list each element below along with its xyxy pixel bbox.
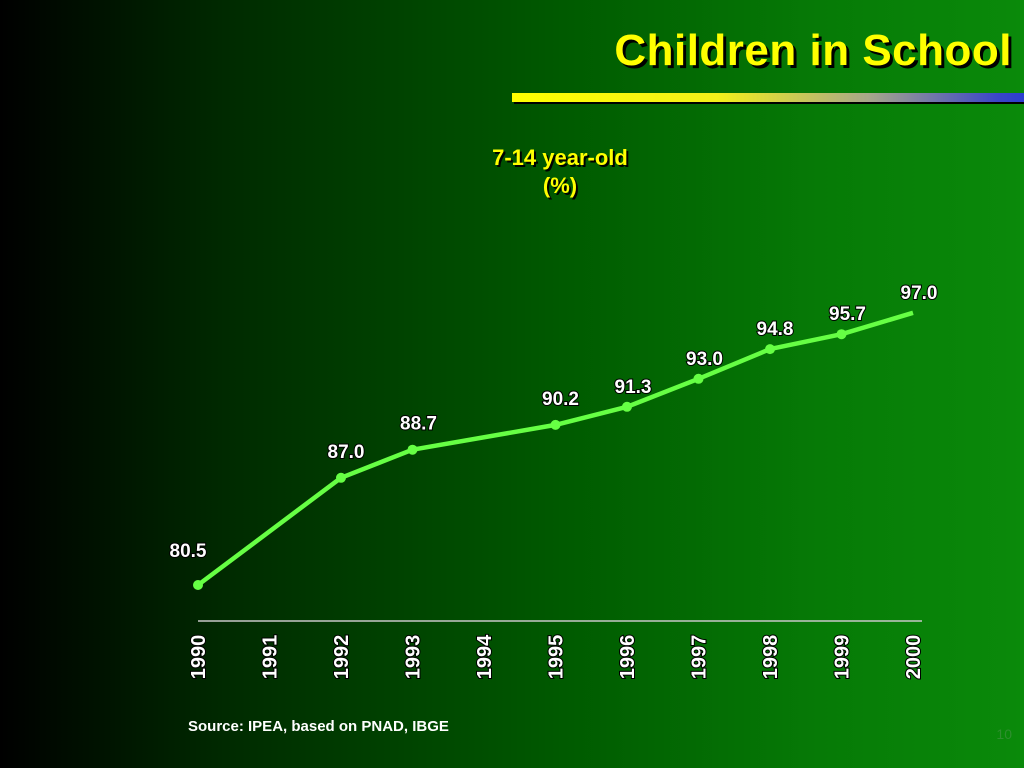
x-tick-1992: 1992 [331,635,353,680]
data-label-1997: 93.0 [686,349,723,370]
data-label-2000: 97.0 [901,283,938,304]
title-underline-bar [512,93,1024,102]
series-line [196,310,914,587]
chart-title-line2: (%) [542,173,578,198]
x-tick-labels: 1990 1991 1992 1993 1994 1995 1996 1997 1998 1999… [187,633,926,680]
data-label-1992: 87.0 [328,442,365,463]
data-point-1996 [622,401,632,412]
data-label-1990: 80.5 [170,541,207,562]
source-note: Source: IPEA, based on PNAD, IBGE [188,718,449,735]
chart-title: 7-14 year-old (%) [460,144,660,200]
x-tick-1998: 1998 [760,635,782,680]
data-point-1997 [693,373,704,384]
series-layer: 80.5 87.0 88.7 90.2 91.3 93.0 94.8 95.7 97.0 [169,282,938,590]
x-tick-1993: 1993 [403,635,425,680]
x-tick-1999: 1999 [832,635,854,680]
slide-title: Children in School [614,26,1012,75]
data-label-1995: 90.2 [542,389,579,410]
data-point-1998 [765,344,775,355]
data-point-1990 [193,580,203,590]
data-label-1999: 95.7 [829,304,866,325]
x-tick-1997: 1997 [689,635,711,680]
data-point-1995 [550,419,561,430]
data-label-1998: 94.8 [757,319,794,340]
page-number: 10 [996,726,1012,742]
data-point-1999 [836,329,847,340]
x-tick-1996: 1996 [617,635,639,680]
data-point-1992 [336,472,346,483]
data-label-1996: 91.3 [615,377,652,398]
data-label-1993: 88.7 [400,414,437,435]
x-tick-1994: 1994 [474,634,496,679]
x-tick-1995: 1995 [546,635,568,680]
x-tick-1991: 1991 [260,635,282,680]
x-tick-2000: 2000 [903,635,925,680]
chart-title-line1: 7-14 year-old [492,145,628,170]
x-tick-1990: 1990 [188,635,210,680]
data-point-1993 [407,444,418,455]
